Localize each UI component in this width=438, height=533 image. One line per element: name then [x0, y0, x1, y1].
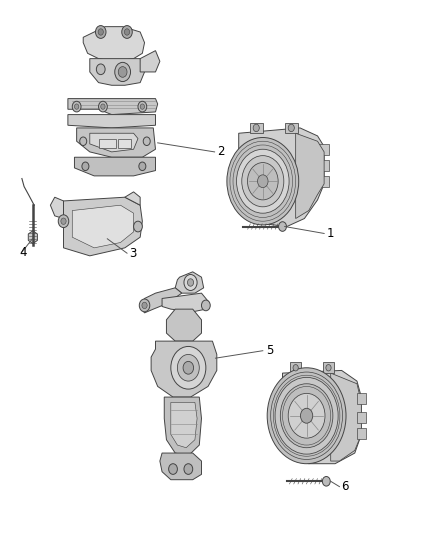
- Circle shape: [96, 64, 105, 75]
- Circle shape: [134, 221, 142, 232]
- Polygon shape: [72, 205, 134, 248]
- Circle shape: [95, 26, 106, 38]
- Circle shape: [82, 162, 89, 171]
- Text: 2: 2: [217, 146, 224, 158]
- Polygon shape: [140, 51, 160, 72]
- Circle shape: [184, 464, 193, 474]
- Circle shape: [258, 175, 268, 188]
- Polygon shape: [118, 139, 131, 148]
- Circle shape: [58, 215, 69, 228]
- Polygon shape: [357, 412, 366, 423]
- Polygon shape: [171, 402, 197, 448]
- Circle shape: [326, 365, 331, 371]
- Polygon shape: [166, 309, 201, 341]
- Polygon shape: [323, 362, 334, 373]
- Circle shape: [138, 101, 147, 112]
- Circle shape: [227, 138, 299, 225]
- Polygon shape: [164, 397, 201, 456]
- Circle shape: [300, 408, 313, 423]
- Polygon shape: [64, 197, 142, 256]
- Circle shape: [98, 29, 103, 35]
- Circle shape: [99, 101, 107, 112]
- Circle shape: [139, 162, 146, 171]
- Polygon shape: [318, 144, 328, 155]
- Polygon shape: [290, 362, 301, 373]
- Circle shape: [122, 26, 132, 38]
- Circle shape: [242, 156, 284, 207]
- Polygon shape: [250, 123, 263, 133]
- Polygon shape: [74, 157, 155, 176]
- Polygon shape: [140, 288, 182, 313]
- Polygon shape: [296, 133, 324, 219]
- Polygon shape: [99, 139, 116, 148]
- Circle shape: [72, 101, 81, 112]
- Polygon shape: [318, 176, 328, 187]
- Polygon shape: [81, 216, 103, 232]
- Text: 1: 1: [326, 227, 334, 240]
- Circle shape: [187, 279, 194, 286]
- Polygon shape: [239, 128, 324, 227]
- Circle shape: [280, 384, 333, 448]
- Circle shape: [139, 299, 150, 312]
- Text: 6: 6: [341, 480, 348, 493]
- Polygon shape: [77, 128, 155, 157]
- Circle shape: [237, 149, 289, 213]
- Polygon shape: [90, 133, 138, 152]
- Circle shape: [124, 29, 130, 35]
- Circle shape: [140, 104, 145, 109]
- Circle shape: [288, 393, 325, 438]
- Text: 4: 4: [20, 246, 27, 259]
- Polygon shape: [125, 192, 140, 205]
- Circle shape: [293, 365, 298, 371]
- Polygon shape: [160, 453, 201, 480]
- Circle shape: [118, 67, 127, 77]
- Polygon shape: [28, 231, 37, 244]
- Circle shape: [115, 62, 131, 82]
- Circle shape: [279, 222, 286, 231]
- Polygon shape: [331, 373, 361, 461]
- Circle shape: [184, 274, 197, 290]
- Circle shape: [101, 104, 105, 109]
- Circle shape: [74, 104, 79, 109]
- Circle shape: [322, 477, 330, 486]
- Circle shape: [169, 464, 177, 474]
- Circle shape: [247, 163, 278, 200]
- Circle shape: [253, 124, 259, 132]
- Circle shape: [142, 302, 147, 309]
- Polygon shape: [318, 160, 328, 171]
- Polygon shape: [280, 370, 361, 464]
- Polygon shape: [175, 272, 204, 293]
- Polygon shape: [162, 293, 208, 312]
- Polygon shape: [285, 123, 298, 133]
- Circle shape: [201, 300, 210, 311]
- Polygon shape: [83, 27, 145, 61]
- Polygon shape: [151, 341, 217, 397]
- Circle shape: [177, 354, 199, 381]
- Circle shape: [143, 137, 150, 146]
- Circle shape: [275, 377, 338, 454]
- Polygon shape: [107, 216, 129, 240]
- Text: 3: 3: [129, 247, 137, 260]
- Polygon shape: [50, 197, 64, 219]
- Text: 5: 5: [266, 344, 274, 357]
- Circle shape: [288, 124, 294, 132]
- Circle shape: [183, 361, 194, 374]
- Polygon shape: [90, 59, 145, 85]
- Polygon shape: [68, 99, 158, 115]
- Circle shape: [61, 218, 66, 224]
- Polygon shape: [357, 428, 366, 439]
- Circle shape: [171, 346, 206, 389]
- Circle shape: [80, 137, 87, 146]
- Polygon shape: [357, 393, 366, 404]
- Polygon shape: [68, 115, 155, 128]
- Circle shape: [267, 368, 346, 464]
